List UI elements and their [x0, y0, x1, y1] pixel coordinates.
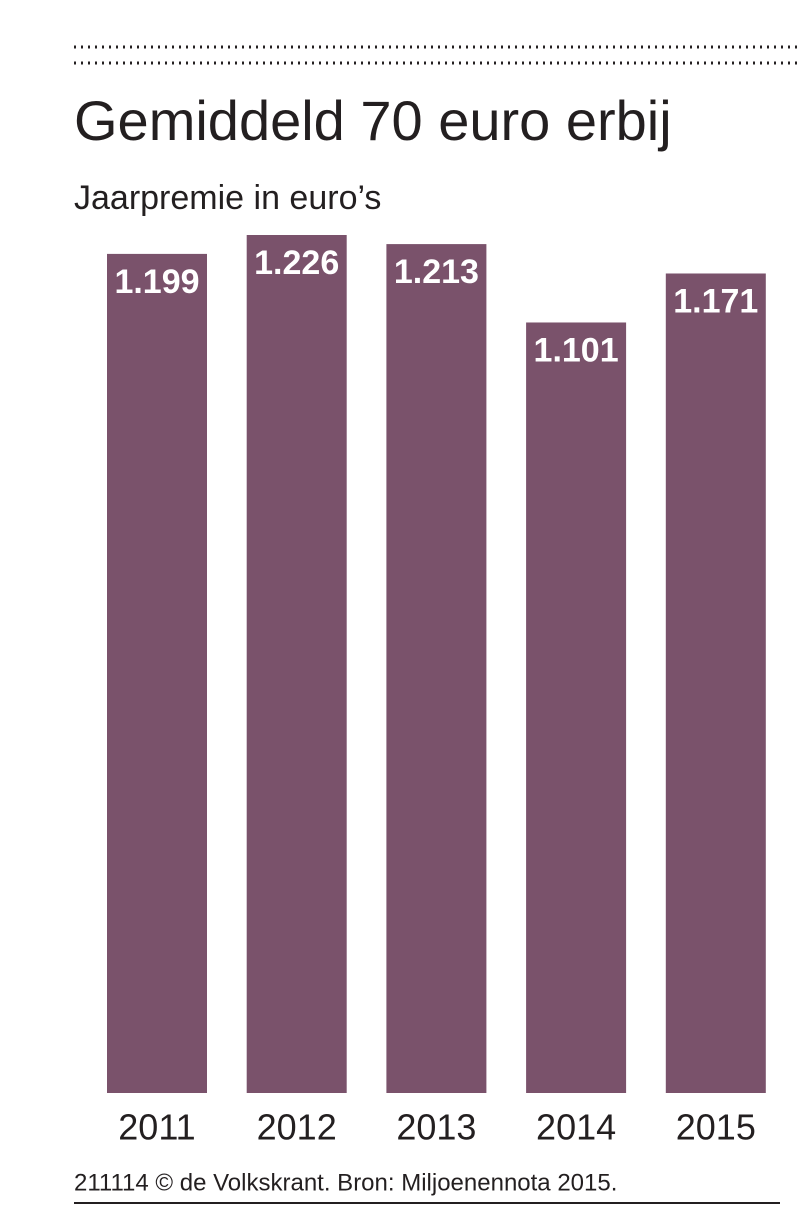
- bar: [665, 273, 766, 1093]
- bar: [386, 244, 487, 1093]
- value-label: 1.199: [114, 263, 199, 301]
- bar: [107, 253, 207, 1093]
- bar: [246, 235, 347, 1093]
- x-tick-label: 2011: [118, 1107, 195, 1148]
- bar: [526, 322, 627, 1093]
- chart-title: Gemiddeld 70 euro erbij: [74, 89, 672, 152]
- x-tick-label: 2013: [396, 1107, 476, 1148]
- value-label: 1.226: [254, 244, 339, 282]
- x-tick-label: 2015: [676, 1107, 756, 1148]
- x-tick-label: 2012: [257, 1107, 337, 1148]
- chart-subtitle: Jaarpremie in euro’s: [74, 179, 381, 217]
- value-label: 1.171: [673, 282, 758, 320]
- value-label: 1.101: [534, 331, 619, 369]
- x-tick-label: 2014: [536, 1107, 616, 1148]
- source: 211114 © de Volkskrant. Bron: Miljoenenn…: [74, 1169, 617, 1196]
- value-label: 1.213: [394, 253, 479, 291]
